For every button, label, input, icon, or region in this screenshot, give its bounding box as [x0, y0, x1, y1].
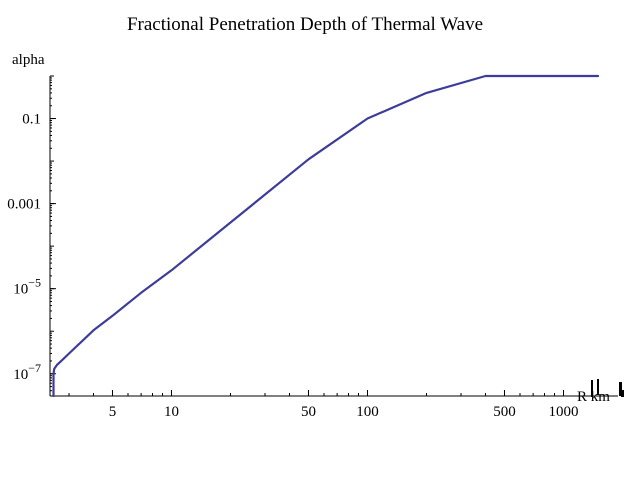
- chart-title: Fractional Penetration Depth of Thermal …: [126, 14, 484, 35]
- x-tick-label: 500: [493, 404, 516, 420]
- x-tick-label: 1000: [548, 404, 578, 420]
- x-tick-label: 10: [164, 404, 179, 420]
- x-tick-label: 5: [109, 404, 117, 420]
- x-axis-label-marks: [591, 379, 624, 397]
- x-tick-label: 100: [356, 404, 379, 420]
- y-tick-label: 0.001: [7, 197, 41, 213]
- label-mark: [597, 379, 599, 395]
- label-mark: [591, 380, 593, 397]
- label-mark: [621, 390, 624, 397]
- ticks: [50, 75, 564, 397]
- tick-labels: 5 10 50 100 500 1000 10−7 10−5 0.001 0.1: [7, 112, 578, 420]
- y-tick-label: 10−5: [13, 276, 41, 298]
- label-mark: [619, 382, 622, 396]
- y-axis-label: alpha: [12, 52, 45, 68]
- series-line: [52, 74, 600, 398]
- x-tick-label: 50: [301, 404, 316, 420]
- series-layer: [52, 74, 600, 398]
- y-tick-label: 10−7: [13, 361, 41, 383]
- x-axis-label: R km: [577, 389, 610, 405]
- y-tick-label: 0.1: [22, 112, 41, 128]
- axes: [49, 76, 618, 397]
